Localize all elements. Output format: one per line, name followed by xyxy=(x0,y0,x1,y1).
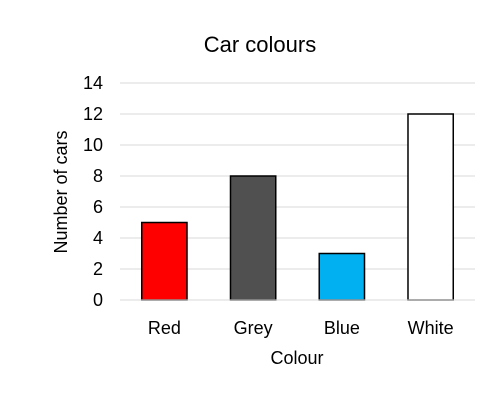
chart-title: Car colours xyxy=(204,32,316,57)
x-tick-label-white: White xyxy=(408,318,454,338)
bar-blue xyxy=(318,252,366,301)
x-tick-label-blue: Blue xyxy=(324,318,360,338)
bar-red xyxy=(140,221,188,301)
y-axis-label: Number of cars xyxy=(51,130,71,253)
x-tick-label-grey: Grey xyxy=(234,318,273,338)
x-axis-label: Colour xyxy=(270,348,323,368)
y-tick-label: 12 xyxy=(83,104,103,124)
y-tick-label: 8 xyxy=(93,166,103,186)
bar-grey xyxy=(229,175,277,301)
x-tick-label-red: Red xyxy=(148,318,181,338)
y-tick-label: 0 xyxy=(93,290,103,310)
y-tick-label: 4 xyxy=(93,228,103,248)
y-tick-label: 2 xyxy=(93,259,103,279)
y-tick-label: 10 xyxy=(83,135,103,155)
y-axis-ticks: 0 2 4 6 8 10 12 14 xyxy=(83,73,103,310)
bar-white xyxy=(407,113,455,301)
x-axis-ticks: Red Grey Blue White xyxy=(148,318,454,338)
y-tick-label: 6 xyxy=(93,197,103,217)
y-tick-label: 14 xyxy=(83,73,103,93)
bars xyxy=(140,113,455,301)
